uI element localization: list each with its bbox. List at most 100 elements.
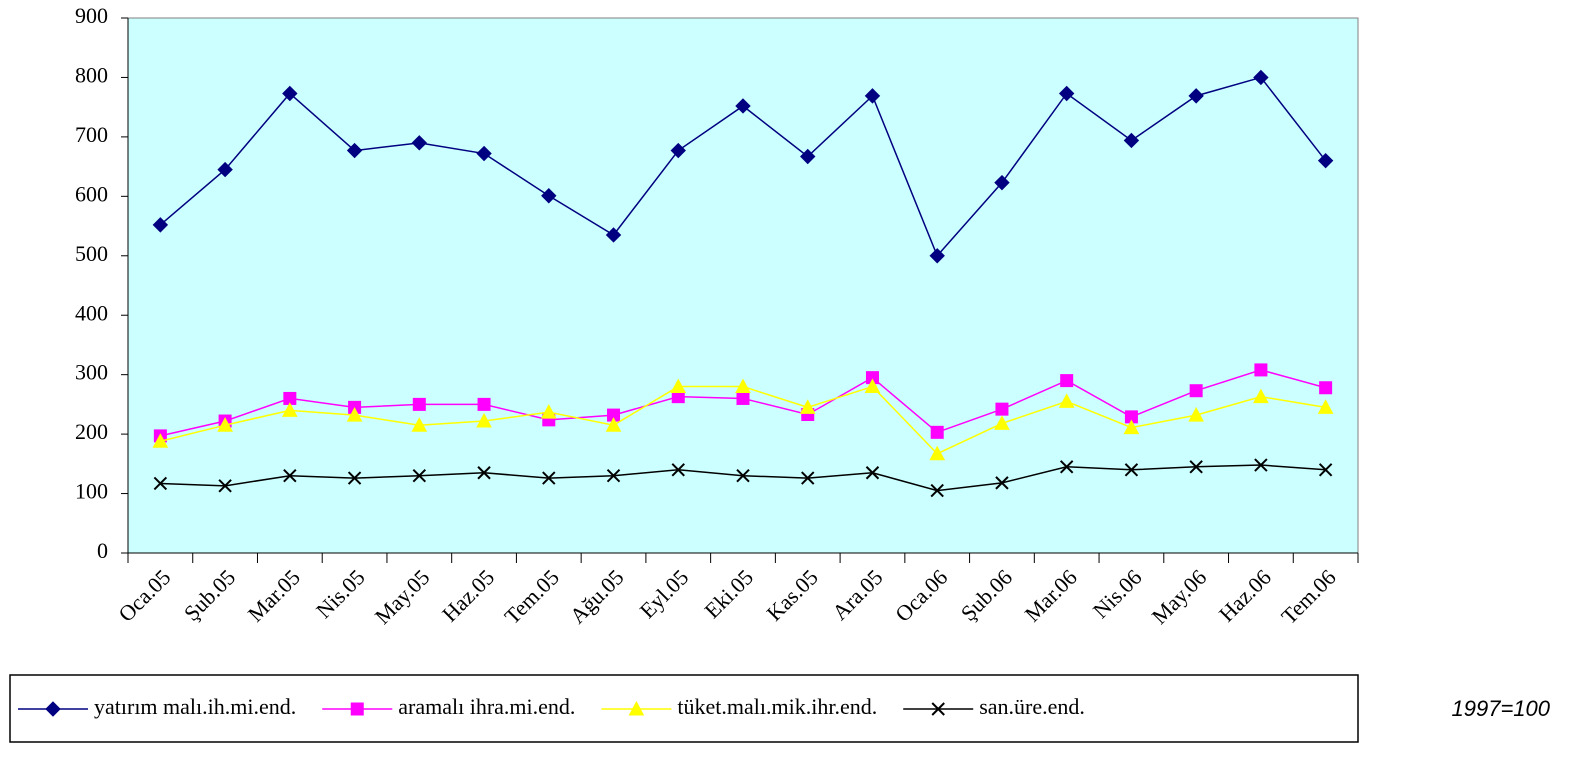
marker <box>1060 374 1074 388</box>
marker <box>1189 460 1203 474</box>
marker <box>736 469 750 483</box>
marker <box>1058 393 1075 408</box>
marker <box>1254 363 1268 377</box>
marker <box>864 88 881 104</box>
y-tick-label: 0 <box>97 538 108 563</box>
marker <box>1058 85 1075 102</box>
marker <box>347 471 362 485</box>
marker <box>346 142 363 159</box>
marker <box>929 445 946 461</box>
legend-label: yatırım malı.ih.mi.end. <box>94 694 296 719</box>
x-tick-label: Eyl.05 <box>635 564 694 623</box>
y-tick-label: 800 <box>75 62 108 87</box>
marker <box>930 425 944 439</box>
marker <box>735 98 751 114</box>
marker <box>476 412 492 428</box>
marker <box>628 700 645 716</box>
marker <box>865 466 880 480</box>
marker <box>540 404 557 419</box>
legend-label: aramalı ihra.mi.end. <box>398 694 575 719</box>
marker <box>670 142 686 159</box>
y-tick-label: 300 <box>75 360 108 385</box>
marker <box>411 417 428 432</box>
marker <box>412 397 426 411</box>
plot-area <box>127 17 1359 554</box>
marker <box>1318 463 1333 477</box>
marker <box>1253 69 1269 86</box>
x-tick-label: Nis.06 <box>1088 564 1147 623</box>
marker <box>671 463 685 477</box>
x-tick-label: Eki.05 <box>699 564 758 623</box>
marker <box>541 188 557 204</box>
y-tick-label: 600 <box>75 181 108 206</box>
y-tick-label: 200 <box>75 419 108 444</box>
marker <box>1254 458 1268 472</box>
marker <box>217 161 233 178</box>
marker <box>153 476 168 491</box>
marker <box>45 701 61 717</box>
marker <box>735 378 751 394</box>
x-tick-label: Nis.05 <box>311 564 370 623</box>
marker <box>670 378 687 394</box>
marker <box>152 433 169 448</box>
marker <box>1188 407 1204 422</box>
x-tick-label: Tem.05 <box>499 564 564 629</box>
marker <box>1188 88 1204 104</box>
marker <box>542 471 556 485</box>
marker <box>1059 460 1074 474</box>
legend-label: san.üre.end. <box>979 694 1085 719</box>
x-tick-label: Tem.06 <box>1276 564 1341 629</box>
marker <box>1253 388 1269 404</box>
marker <box>346 407 363 422</box>
marker <box>476 145 492 162</box>
marker <box>283 469 297 483</box>
marker <box>1123 419 1140 435</box>
marker <box>929 248 945 264</box>
marker <box>994 174 1010 191</box>
marker <box>477 397 491 411</box>
marker <box>605 417 622 432</box>
marker <box>411 135 428 151</box>
marker <box>1189 384 1203 398</box>
marker <box>1319 381 1333 395</box>
marker <box>1124 463 1139 477</box>
y-tick-label: 100 <box>75 479 108 504</box>
x-tick-label: Şub.05 <box>179 564 240 625</box>
annotation: 1997=100 <box>1452 696 1551 721</box>
x-tick-label: Oca.06 <box>890 564 952 626</box>
legend-box <box>9 674 1359 743</box>
marker <box>736 391 750 405</box>
marker <box>1317 399 1334 414</box>
marker <box>994 415 1010 430</box>
y-tick-label: 900 <box>75 3 108 28</box>
marker <box>605 227 622 243</box>
y-tick-label: 400 <box>75 300 108 325</box>
marker <box>282 85 298 102</box>
marker <box>801 471 815 485</box>
marker <box>477 466 491 480</box>
x-tick-label: Kas.05 <box>762 564 823 625</box>
x-tick-label: May.05 <box>370 564 435 629</box>
x-tick-label: Mar.06 <box>1020 564 1082 626</box>
marker <box>1317 152 1334 169</box>
marker <box>1123 132 1140 149</box>
x-tick-label: Şub.06 <box>956 564 1017 625</box>
marker <box>282 402 298 417</box>
x-tick-label: Oca.05 <box>113 564 175 626</box>
marker <box>218 479 232 493</box>
marker <box>606 469 621 483</box>
x-tick-label: Ağu.05 <box>565 564 629 628</box>
x-tick-label: Ara.05 <box>827 564 887 624</box>
marker <box>350 702 364 716</box>
marker <box>931 702 945 716</box>
marker <box>800 148 816 165</box>
marker <box>799 399 816 414</box>
y-tick-label: 500 <box>75 241 108 266</box>
marker <box>152 217 169 233</box>
marker <box>995 402 1009 416</box>
legend-label: tüket.malı.mik.ihr.end. <box>677 694 877 719</box>
x-tick-label: Haz.05 <box>437 564 499 626</box>
x-tick-label: Mar.05 <box>243 564 305 626</box>
y-tick-label: 700 <box>75 122 108 147</box>
